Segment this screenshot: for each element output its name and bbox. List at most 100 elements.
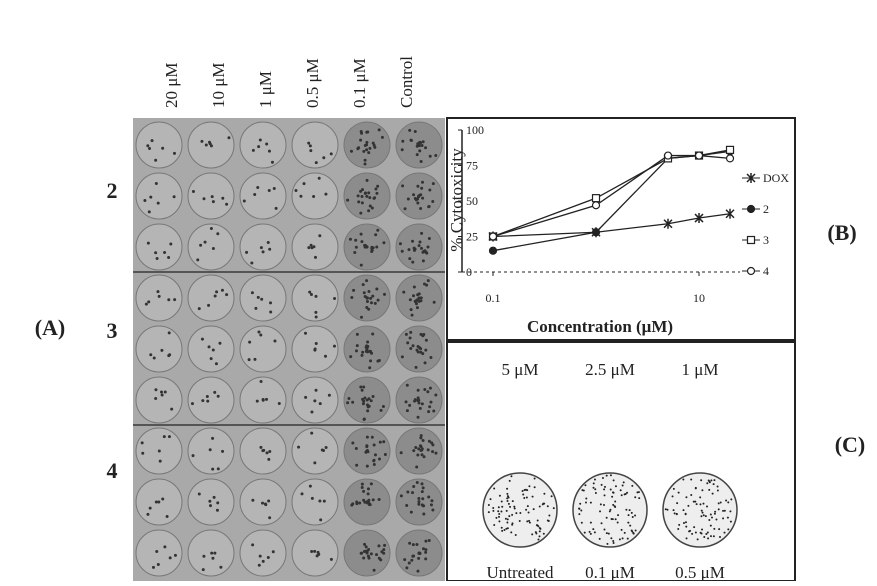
well-speck (373, 301, 377, 305)
panel-b-box (446, 117, 796, 341)
well-speck (614, 485, 617, 488)
well-speck (367, 209, 371, 213)
well-speck (528, 485, 531, 488)
well (291, 427, 339, 475)
well-speck (363, 158, 367, 162)
well-speck (410, 313, 414, 317)
well-speck (409, 138, 413, 142)
well-speck (406, 490, 410, 494)
well-speck (523, 497, 526, 500)
well-speck (333, 296, 337, 300)
well-speck (428, 405, 432, 409)
well-speck (418, 149, 422, 153)
well-speck (421, 259, 425, 263)
well-speck (254, 306, 258, 310)
well-speck (609, 474, 612, 477)
well-speck (362, 385, 366, 389)
well-speck (156, 290, 160, 294)
well-speck (510, 475, 513, 478)
well-speck (360, 201, 364, 205)
well (187, 274, 235, 322)
well-speck (508, 479, 511, 482)
well-speck (710, 516, 713, 519)
well (135, 274, 183, 322)
y-tick-label: 25 (466, 230, 478, 244)
well-speck (700, 532, 703, 535)
well-speck (534, 531, 537, 534)
well-speck (211, 556, 215, 560)
well-speck (324, 446, 328, 450)
well-speck (408, 257, 412, 261)
well-speck (696, 538, 699, 541)
well-speck (627, 514, 630, 517)
well-speck (368, 146, 372, 150)
well-speck (427, 410, 431, 414)
point (725, 154, 735, 163)
well-speck (632, 532, 635, 535)
well-speck (677, 528, 680, 531)
well (135, 121, 183, 169)
well-speck (148, 147, 152, 151)
well-speck (267, 457, 271, 461)
well-speck (694, 487, 697, 490)
well-speck (197, 492, 201, 496)
well-speck (322, 156, 326, 160)
well-speck (352, 288, 356, 292)
well-speck (411, 491, 415, 495)
well-speck (629, 524, 632, 527)
well-speck (261, 559, 265, 563)
well-speck (167, 255, 171, 259)
well-speck (314, 294, 318, 298)
well-speck (268, 516, 272, 520)
well-speck (267, 499, 271, 503)
well-speck (212, 495, 216, 499)
well-speck (265, 397, 269, 401)
well-speck (598, 537, 601, 540)
well-speck (154, 388, 158, 392)
well-speck (309, 149, 313, 153)
well-speck (207, 345, 211, 349)
well-speck (267, 189, 271, 193)
well-speck (251, 543, 255, 547)
well-speck (637, 491, 640, 494)
well-speck (156, 562, 160, 566)
well-speck (709, 535, 712, 538)
well-speck (694, 531, 697, 534)
well-speck (315, 554, 319, 558)
well-speck (362, 489, 366, 493)
well-speck (723, 531, 726, 534)
well-speck (215, 508, 219, 512)
well-speck (409, 347, 413, 351)
well-speck (599, 510, 602, 513)
well-speck (527, 511, 530, 514)
well-speck (197, 307, 201, 311)
well-speck (270, 160, 274, 164)
well (291, 478, 339, 526)
well-speck (152, 356, 156, 360)
well (135, 223, 183, 271)
well-speck (420, 453, 424, 457)
well-speck (638, 497, 641, 500)
well-speck (672, 509, 675, 512)
well-speck (578, 513, 581, 516)
well-speck (408, 298, 412, 302)
well-speck (255, 399, 259, 403)
well-speck (416, 350, 420, 354)
well-speck (605, 532, 608, 535)
well-speck (257, 330, 261, 334)
column-label: 1 μM (256, 71, 275, 108)
well-speck (419, 159, 423, 163)
well-speck (430, 499, 434, 503)
well-speck (161, 497, 165, 501)
well-speck (370, 351, 374, 355)
point (488, 232, 498, 241)
well-speck (365, 398, 369, 402)
well-speck (525, 508, 528, 511)
well-speck (713, 479, 716, 482)
well-speck (431, 200, 435, 204)
well-speck (420, 143, 424, 147)
well-speck (722, 509, 725, 512)
well-speck (424, 348, 428, 352)
well-speck (418, 444, 422, 448)
well-speck (348, 237, 352, 241)
